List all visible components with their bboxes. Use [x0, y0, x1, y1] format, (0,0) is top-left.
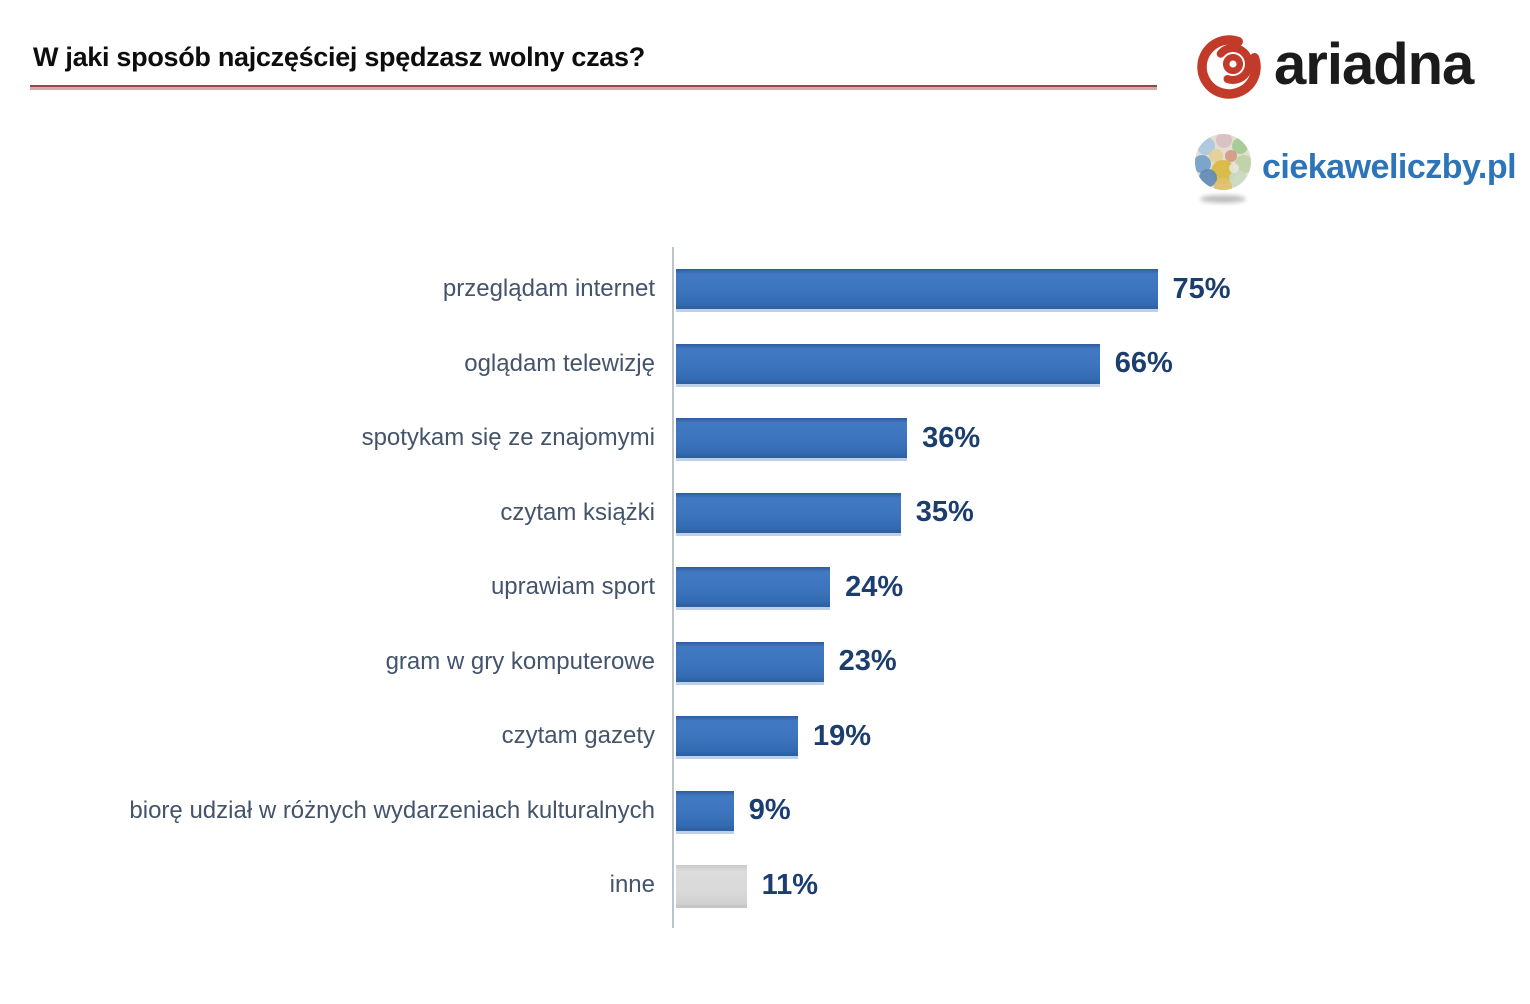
- bar: [676, 343, 1100, 384]
- bar: [676, 716, 798, 757]
- category-label: inne: [609, 871, 655, 899]
- value-label: 35%: [915, 496, 974, 529]
- ariadna-logo: ariadna: [1196, 26, 1474, 107]
- category-label: gram w gry komputerowe: [385, 647, 655, 675]
- bar: [676, 790, 734, 831]
- chart-row: gram w gry komputerowe 23%: [0, 625, 1530, 700]
- bar-chart: przeglądam internet 75% oglądam telewizję 6…: [0, 252, 1530, 923]
- value-label: 24%: [845, 570, 904, 603]
- chart-axis-line: [672, 247, 674, 928]
- ariadna-spiral-icon: [1196, 26, 1266, 107]
- chart-row: czytam książki 35%: [0, 476, 1530, 551]
- globe-icon: [1194, 132, 1254, 211]
- value-label: 19%: [812, 719, 872, 752]
- value-label: 9%: [748, 794, 791, 827]
- value-label: 75%: [1172, 272, 1231, 305]
- bar: [676, 492, 901, 533]
- bar: [676, 567, 831, 608]
- category-label: czytam gazety: [501, 722, 655, 750]
- chart-row: uprawiam sport 24%: [0, 550, 1530, 625]
- category-label: czytam książki: [500, 498, 655, 526]
- chart-row: biorę udział w różnych wydarzeniach kult…: [0, 774, 1530, 849]
- category-label: przeglądam internet: [442, 275, 655, 303]
- chart-row: przeglądam internet 75%: [0, 252, 1530, 327]
- ciekaweliczby-logo: ciekaweliczby.pl: [1194, 132, 1517, 211]
- value-label: 11%: [761, 868, 819, 901]
- ariadna-wordmark: ariadna: [1274, 31, 1474, 97]
- value-label: 23%: [838, 645, 897, 678]
- bar: [676, 418, 908, 459]
- category-label: biorę udział w różnych wydarzeniach kult…: [129, 796, 655, 824]
- category-label: oglądam telewizję: [464, 349, 655, 377]
- category-label: spotykam się ze znajomymi: [361, 424, 655, 452]
- value-label: 66%: [1114, 347, 1173, 380]
- bar-other: [676, 865, 747, 906]
- title-underline: [30, 85, 1157, 90]
- value-label: 36%: [922, 421, 981, 454]
- chart-row: oglądam telewizję 66%: [0, 327, 1530, 402]
- bar: [676, 641, 824, 682]
- bar: [676, 269, 1158, 310]
- category-label: uprawiam sport: [490, 573, 655, 601]
- chart-row: czytam gazety 19%: [0, 699, 1530, 774]
- ciekaweliczby-wordmark: ciekaweliczby.pl: [1262, 147, 1517, 186]
- chart-row: spotykam się ze znajomymi 36%: [0, 401, 1530, 476]
- page-title: W jaki sposób najczęściej spędzasz wolny…: [33, 42, 645, 72]
- chart-row: inne 11%: [0, 848, 1530, 923]
